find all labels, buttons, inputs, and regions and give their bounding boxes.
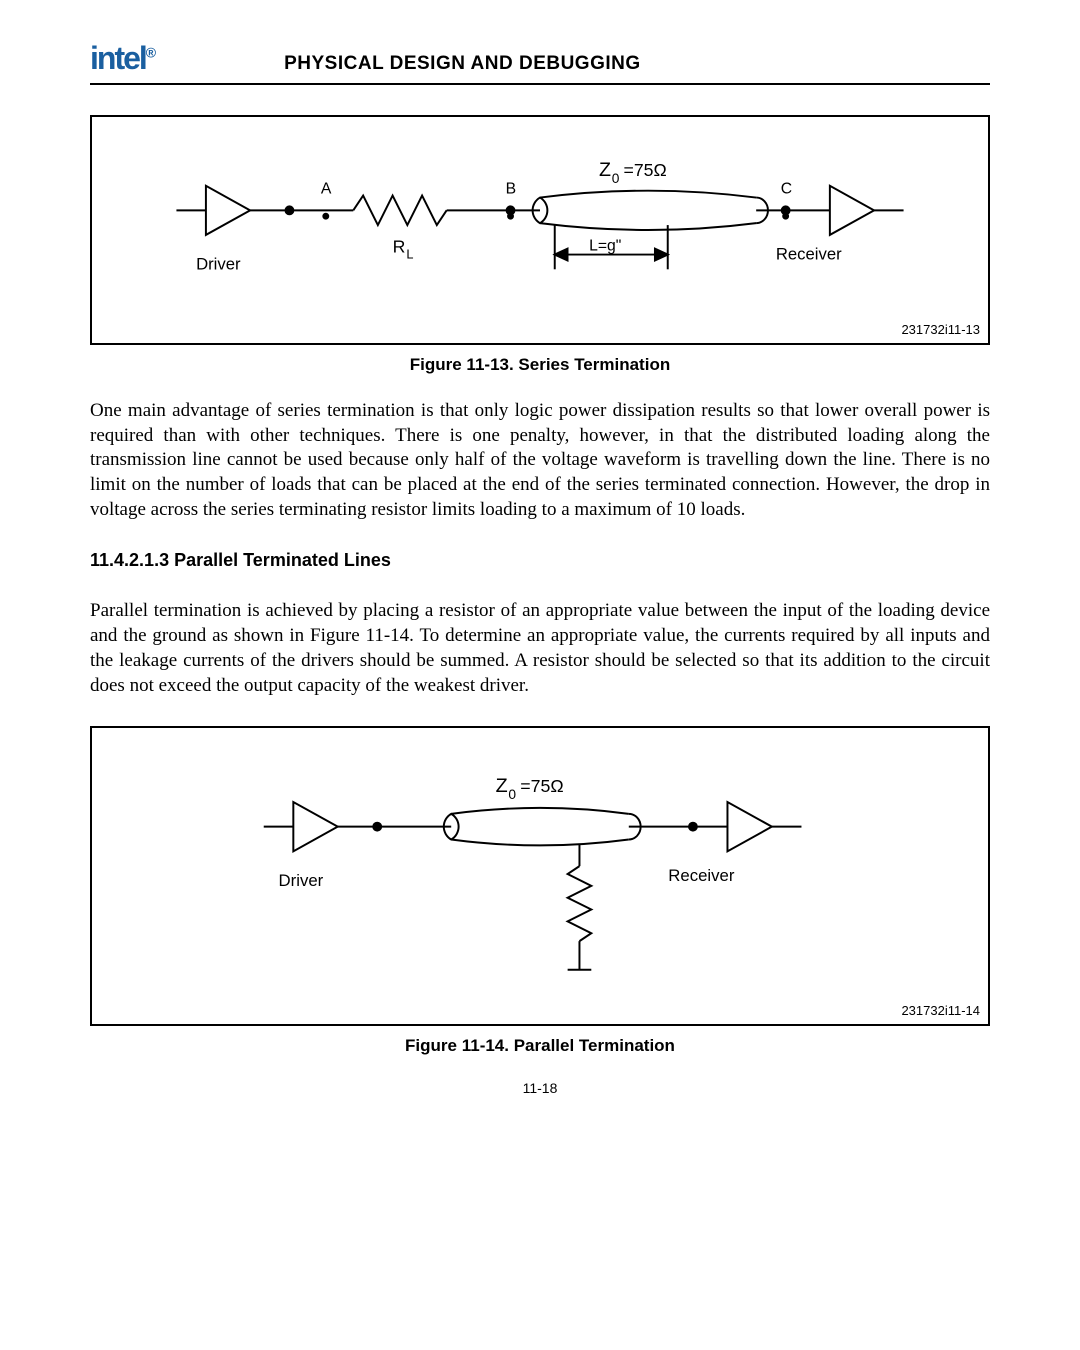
svg-text:0: 0 [508,786,516,802]
header-title: PHYSICAL DESIGN AND DEBUGGING [284,53,641,75]
svg-text:B: B [506,181,516,198]
section-number: 11.4.2.1.3 [90,550,169,570]
svg-text:R: R [393,237,406,257]
figure-id: 231732i11-13 [901,322,980,337]
figure1-caption: Figure 11-13. Series Termination [90,355,990,375]
receiver-label-2: Receiver [668,866,735,885]
svg-text:L: L [406,246,413,261]
svg-text:Z: Z [496,775,508,797]
logo-registered: ® [146,44,154,60]
svg-text:L=g": L=g" [589,238,621,255]
section-title: Parallel Terminated Lines [174,550,391,570]
svg-text:Z: Z [599,159,611,181]
paragraph-1: One main advantage of series termination… [90,399,990,522]
logo-text: intel [90,40,146,76]
figure-11-14: Z 0 =75Ω Driver Receiver 231732i11-14 [90,726,990,1026]
intel-logo: intel® [90,40,154,77]
series-termination-diagram: A R L B Z 0 =75Ω C [92,117,988,343]
page-number: 11-18 [90,1080,990,1096]
svg-text:=75Ω: =75Ω [624,160,667,180]
figure2-caption: Figure 11-14. Parallel Termination [90,1036,990,1056]
figure2-id: 231732i11-14 [901,1003,980,1018]
receiver-label: Receiver [776,244,842,263]
label-A: A [321,181,332,198]
page-header: intel® PHYSICAL DESIGN AND DEBUGGING [90,40,990,85]
figure-11-13: A R L B Z 0 =75Ω C [90,115,990,345]
section-heading: 11.4.2.1.3 Parallel Terminated Lines [90,550,990,571]
driver-label: Driver [196,254,241,273]
driver-label-2: Driver [279,871,324,890]
parallel-termination-diagram: Z 0 =75Ω Driver Receiver [92,728,988,1024]
svg-text:C: C [781,181,792,198]
paragraph-2: Parallel termination is achieved by plac… [90,599,990,698]
svg-text:0: 0 [612,171,620,186]
svg-text:=75Ω: =75Ω [520,776,563,796]
